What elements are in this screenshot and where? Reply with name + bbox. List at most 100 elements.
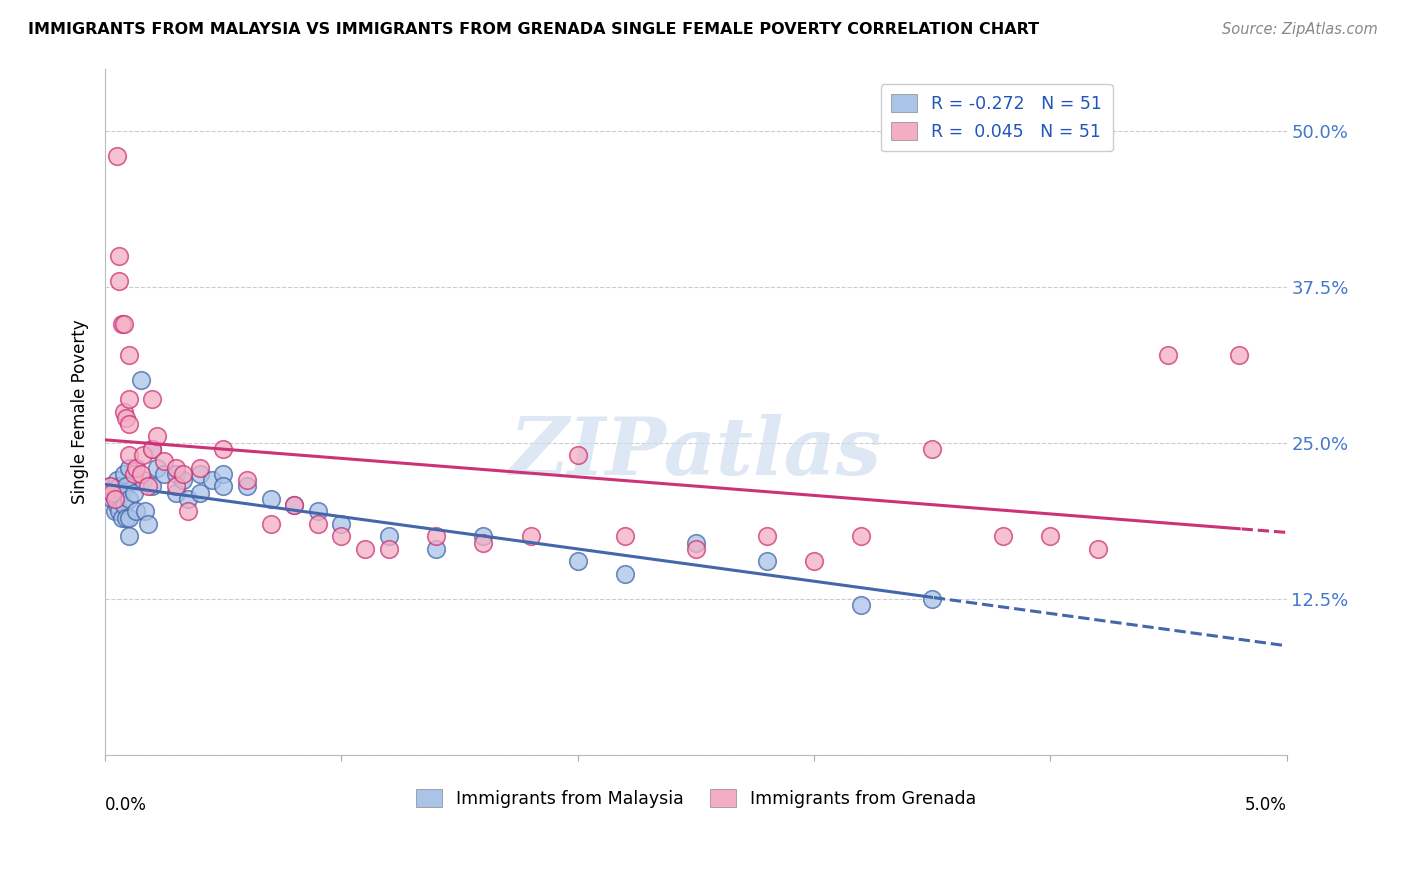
Point — [188, 460, 211, 475]
Point — [259, 516, 281, 531]
Point — [472, 535, 495, 549]
Point — [188, 467, 211, 481]
Text: 0.0%: 0.0% — [105, 796, 148, 814]
Point — [685, 541, 707, 556]
Point — [118, 491, 141, 506]
Point — [136, 516, 159, 531]
Point — [283, 498, 305, 512]
Point — [122, 485, 145, 500]
Point — [425, 529, 447, 543]
Point — [129, 373, 152, 387]
Point — [118, 448, 141, 462]
Point — [165, 460, 187, 475]
Point — [614, 529, 637, 543]
Point — [132, 448, 155, 462]
Point — [111, 317, 134, 331]
Point — [118, 348, 141, 362]
Point — [115, 510, 138, 524]
Point — [141, 392, 163, 406]
Text: Source: ZipAtlas.com: Source: ZipAtlas.com — [1222, 22, 1378, 37]
Point — [146, 429, 169, 443]
Point — [212, 442, 235, 456]
Point — [112, 317, 135, 331]
Point — [118, 417, 141, 431]
Point — [105, 149, 128, 163]
Point — [685, 535, 707, 549]
Point — [851, 529, 873, 543]
Point — [377, 541, 399, 556]
Point — [200, 473, 222, 487]
Point — [125, 460, 148, 475]
Point — [118, 392, 141, 406]
Point — [112, 498, 135, 512]
Point — [921, 591, 943, 606]
Point — [177, 491, 200, 506]
Point — [153, 454, 176, 468]
Point — [108, 274, 131, 288]
Point — [118, 460, 141, 475]
Point — [108, 504, 131, 518]
Point — [132, 473, 155, 487]
Point — [122, 467, 145, 481]
Point — [98, 479, 121, 493]
Point — [108, 479, 131, 493]
Point — [101, 491, 124, 506]
Point — [125, 504, 148, 518]
Point — [236, 479, 259, 493]
Point — [134, 504, 156, 518]
Point — [755, 554, 778, 568]
Point — [755, 529, 778, 543]
Point — [141, 479, 163, 493]
Point — [1157, 348, 1180, 362]
Point — [105, 473, 128, 487]
Point — [307, 504, 329, 518]
Point — [851, 598, 873, 612]
Point — [177, 504, 200, 518]
Point — [118, 510, 141, 524]
Point — [567, 554, 589, 568]
Point — [425, 541, 447, 556]
Point — [354, 541, 377, 556]
Point — [141, 442, 163, 456]
Point — [236, 473, 259, 487]
Text: ZIPatlas: ZIPatlas — [510, 414, 882, 491]
Point — [136, 479, 159, 493]
Point — [1039, 529, 1062, 543]
Text: IMMIGRANTS FROM MALAYSIA VS IMMIGRANTS FROM GRENADA SINGLE FEMALE POVERTY CORREL: IMMIGRANTS FROM MALAYSIA VS IMMIGRANTS F… — [28, 22, 1039, 37]
Point — [105, 498, 128, 512]
Point — [111, 510, 134, 524]
Point — [519, 529, 541, 543]
Point — [803, 554, 825, 568]
Text: 5.0%: 5.0% — [1244, 796, 1286, 814]
Point — [165, 485, 187, 500]
Point — [1227, 348, 1250, 362]
Point — [172, 473, 194, 487]
Point — [283, 498, 305, 512]
Point — [108, 249, 131, 263]
Point — [212, 467, 235, 481]
Point — [146, 460, 169, 475]
Point — [614, 566, 637, 581]
Point — [472, 529, 495, 543]
Point — [165, 479, 187, 493]
Point — [259, 491, 281, 506]
Point — [115, 410, 138, 425]
Legend: Immigrants from Malaysia, Immigrants from Grenada: Immigrants from Malaysia, Immigrants fro… — [409, 781, 983, 814]
Point — [188, 485, 211, 500]
Point — [141, 442, 163, 456]
Point — [118, 529, 141, 543]
Point — [129, 467, 152, 481]
Y-axis label: Single Female Poverty: Single Female Poverty — [72, 319, 89, 504]
Point — [115, 479, 138, 493]
Point — [330, 529, 353, 543]
Point — [1087, 541, 1109, 556]
Point — [98, 479, 121, 493]
Point — [104, 485, 127, 500]
Point — [921, 442, 943, 456]
Point — [172, 467, 194, 481]
Point — [330, 516, 353, 531]
Point — [104, 491, 127, 506]
Point — [104, 504, 127, 518]
Point — [111, 485, 134, 500]
Point — [307, 516, 329, 531]
